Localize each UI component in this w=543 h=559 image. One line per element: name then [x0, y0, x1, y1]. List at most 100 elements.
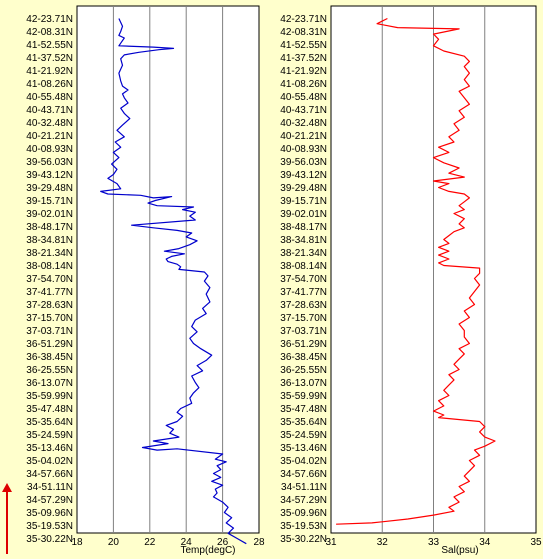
temp-y-tick-label: 37-28.63N: [26, 300, 73, 311]
sal-y-tick-label: 41-52.55N: [280, 40, 327, 51]
temp-y-tick-label: 34-57.66N: [26, 469, 73, 480]
temp-y-tick-label: 42-23.71N: [26, 14, 73, 25]
sal-y-tick-label: 35-47.48N: [280, 404, 327, 415]
sal-y-tick-label: 35-19.53N: [280, 521, 327, 532]
sal-y-tick-label: 36-38.45N: [280, 352, 327, 363]
sal-y-tick-label: 39-43.12N: [280, 170, 327, 181]
temp-x-tick-label: 18: [71, 537, 83, 548]
sal-y-tick-label: 39-29.48N: [280, 183, 327, 194]
temp-x-tick-label: 28: [253, 537, 265, 548]
temp-y-tick-label: 35-47.48N: [26, 404, 73, 415]
sal-y-tick-label: 38-21.34N: [280, 248, 327, 259]
sal-y-tick-label: 37-03.71N: [280, 326, 327, 337]
temp-y-tick-label: 37-41.77N: [26, 287, 73, 298]
sal-y-tick-label: 36-51.29N: [280, 339, 327, 350]
sal-x-tick-label: 32: [377, 537, 389, 548]
sal-y-tick-label: 35-30.22N: [280, 534, 327, 545]
sal-y-tick-label: 38-48.17N: [280, 222, 327, 233]
temp-x-tick-label: 22: [144, 537, 156, 548]
temp-y-tick-label: 40-43.71N: [26, 105, 73, 116]
sal-series-path: [336, 17, 496, 525]
sal-y-tick-label: 34-57.66N: [280, 469, 327, 480]
sal-y-tick-label: 41-21.92N: [280, 66, 327, 77]
sal-y-tick-label: 41-37.52N: [280, 53, 327, 64]
sal-y-tick-labels: 42-23.71N 42-08.31N 41-52.55N 41-37.52N 41-2…: [280, 14, 327, 545]
temp-y-tick-label: 36-13.07N: [26, 378, 73, 389]
temp-y-tick-label: 38-34.81N: [26, 235, 73, 246]
sal-y-tick-label: 36-13.07N: [280, 378, 327, 389]
sal-y-tick-label: 37-54.70N: [280, 274, 327, 285]
temp-x-tick-label: 24: [181, 537, 193, 548]
sal-y-tick-label: 39-02.01N: [280, 209, 327, 220]
temp-y-tick-label: 37-15.70N: [26, 313, 73, 324]
temp-y-tick-label: 39-29.48N: [26, 183, 73, 194]
temp-gridlines: [112, 6, 224, 533]
temp-y-tick-label: 39-02.01N: [26, 209, 73, 220]
sal-gridlines: [381, 6, 486, 533]
temp-y-tick-label: 40-21.21N: [26, 131, 73, 142]
temp-y-tick-label: 42-08.31N: [26, 27, 73, 38]
temp-y-tick-label: 39-56.03N: [26, 157, 73, 168]
sal-y-tick-label: 37-41.77N: [280, 287, 327, 298]
temp-y-tick-label: 40-08.93N: [26, 144, 73, 155]
sal-y-tick-label: 40-43.71N: [280, 105, 327, 116]
sal-y-tick-label: 38-08.14N: [280, 261, 327, 272]
sal-x-tick-label: 33: [428, 537, 440, 548]
temp-x-tick-label: 26: [217, 537, 229, 548]
temp-y-tick-label: 38-21.34N: [26, 248, 73, 259]
temp-y-tick-label: 35-13.46N: [26, 443, 73, 454]
sal-y-tick-label: 40-32.48N: [280, 118, 327, 129]
sal-x-tick-label: 34: [479, 537, 491, 548]
direction-arrow-icon: [2, 483, 12, 554]
sal-series-line: [336, 17, 496, 525]
sal-y-tick-label: 38-34.81N: [280, 235, 327, 246]
sal-x-axis-label: Sal(psu): [441, 545, 478, 556]
temp-series-path: [100, 18, 247, 545]
sal-y-tick-label: 39-56.03N: [280, 157, 327, 168]
temp-y-tick-label: 38-48.17N: [26, 222, 73, 233]
sal-y-tick-label: 36-25.55N: [280, 365, 327, 376]
temp-y-tick-label: 35-59.99N: [26, 391, 73, 402]
temp-series-line: [100, 18, 247, 545]
sal-y-tick-label: 34-51.11N: [281, 482, 327, 493]
sal-y-tick-label: 35-04.02N: [280, 456, 327, 467]
temp-y-tick-label: 35-09.96N: [26, 508, 73, 519]
temp-y-tick-label: 38-08.14N: [26, 261, 73, 272]
temp-plot-area: [76, 5, 260, 534]
temp-x-tick-label: 20: [108, 537, 120, 548]
temp-y-tick-label: 37-03.71N: [26, 326, 73, 337]
temp-y-tick-label: 35-35.64N: [26, 417, 73, 428]
temp-y-tick-label: 36-51.29N: [26, 339, 73, 350]
temp-y-tick-label: 40-55.48N: [26, 92, 73, 103]
temp-y-tick-label: 36-25.55N: [26, 365, 73, 376]
temp-y-tick-label: 37-54.70N: [26, 274, 73, 285]
temp-y-tick-label: 41-08.26N: [26, 79, 73, 90]
sal-y-tick-label: 35-09.96N: [280, 508, 327, 519]
sal-y-tick-label: 39-15.71N: [280, 196, 327, 207]
temp-y-tick-label: 40-32.48N: [26, 118, 73, 129]
sal-y-tick-label: 37-28.63N: [280, 300, 327, 311]
sal-y-tick-label: 42-23.71N: [280, 14, 327, 25]
sal-x-tick-label: 35: [530, 537, 542, 548]
sal-y-tick-label: 35-13.46N: [280, 443, 327, 454]
temp-y-tick-label: 41-21.92N: [26, 66, 73, 77]
temp-y-tick-label: 41-52.55N: [26, 40, 73, 51]
temp-y-tick-label: 41-37.52N: [26, 53, 73, 64]
sal-y-tick-label: 42-08.31N: [280, 27, 327, 38]
temp-x-tick-labels: 18 20 22 24 26 28: [71, 537, 265, 548]
temp-y-tick-label: 39-15.71N: [26, 196, 73, 207]
sal-y-tick-label: 34-57.29N: [280, 495, 327, 506]
sal-y-tick-label: 35-24.59N: [280, 430, 327, 441]
temp-y-tick-label: 35-30.22N: [26, 534, 73, 545]
temp-y-tick-label: 35-24.59N: [26, 430, 73, 441]
sal-y-tick-label: 37-15.70N: [280, 313, 327, 324]
sal-y-tick-label: 35-59.99N: [280, 391, 327, 402]
sal-x-tick-label: 31: [325, 537, 337, 548]
sal-y-tick-label: 41-08.26N: [280, 79, 327, 90]
sal-y-tick-label: 40-21.21N: [280, 131, 327, 142]
sal-y-tick-label: 40-55.48N: [280, 92, 327, 103]
sal-y-tick-label: 35-35.64N: [280, 417, 327, 428]
temp-y-tick-labels: 42-23.71N 42-08.31N 41-52.55N 41-37.52N 41-2…: [26, 14, 73, 545]
sal-x-tick-labels: 31 32 33 34 35: [325, 537, 542, 548]
